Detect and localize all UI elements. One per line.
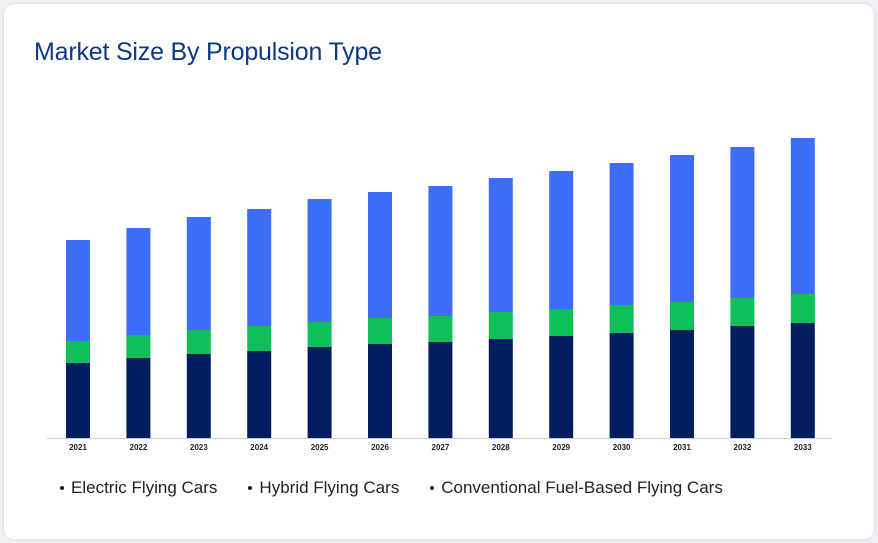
bar-2027-series-0	[428, 342, 453, 438]
bar-2032-series-1	[730, 298, 755, 326]
bars-group	[66, 138, 815, 438]
bar-2022-series-1	[126, 335, 151, 358]
x-tick-label: 2026	[371, 443, 389, 452]
bar-2028-series-0	[488, 339, 513, 438]
bar-2025-series-2	[307, 199, 332, 322]
bar-2021-series-0	[66, 363, 90, 438]
x-tick-label: 2028	[492, 443, 510, 452]
chart-title: Market Size By Propulsion Type	[34, 38, 382, 66]
bar-2025-series-1	[307, 322, 332, 347]
bar-2023-series-0	[186, 354, 211, 438]
x-tick-label: 2033	[794, 443, 812, 452]
bar-2023-series-2	[186, 217, 211, 330]
legend-item-2: Conventional Fuel-Based Flying Cars	[430, 478, 723, 498]
bar-2030-series-0	[609, 333, 634, 438]
bar-2032-series-0	[730, 326, 755, 438]
bar-2026-series-0	[368, 344, 392, 438]
bar-2033-series-0	[790, 323, 815, 438]
legend-label: Conventional Fuel-Based Flying Cars	[441, 478, 723, 497]
bar-2027-series-1	[428, 316, 453, 342]
x-tick-label: 2021	[69, 443, 87, 452]
bar-2022-series-0	[126, 358, 151, 438]
x-tick-label: 2023	[190, 443, 208, 452]
x-tick-label: 2025	[311, 443, 329, 452]
bar-2031-series-1	[670, 302, 694, 330]
legend-item-0: Electric Flying Cars	[60, 478, 217, 498]
bar-2027-series-2	[428, 186, 453, 316]
bar-2030-series-2	[609, 163, 634, 305]
bar-2024-series-0	[247, 351, 272, 438]
bar-2033-series-2	[790, 138, 815, 294]
x-tick-label: 2024	[250, 443, 268, 452]
x-tick-label: 2029	[552, 443, 570, 452]
bar-2028-series-1	[488, 312, 513, 339]
bar-2023-series-1	[186, 330, 211, 354]
bar-2026-series-1	[368, 318, 392, 344]
x-tick-label: 2027	[432, 443, 450, 452]
bar-2029-series-0	[549, 336, 574, 438]
x-tick-labels: 2021 2022 2023 2024 2025 2026 2027 2028 2029 2030…	[69, 443, 812, 452]
x-tick-label: 2031	[673, 443, 691, 452]
bar-2024-series-2	[247, 209, 272, 326]
bar-2021-series-1	[66, 341, 90, 363]
x-tick-label: 2030	[613, 443, 631, 452]
bar-2032-series-2	[730, 147, 755, 298]
legend: Electric Flying Cars Hybrid Flying Cars Co…	[60, 478, 754, 498]
bar-2029-series-1	[549, 309, 574, 336]
bar-2021-series-2	[66, 240, 90, 341]
bar-2029-series-2	[549, 171, 574, 309]
legend-label: Hybrid Flying Cars	[259, 478, 400, 497]
bar-2028-series-2	[488, 178, 513, 312]
legend-bullet-icon	[430, 486, 435, 490]
bar-2030-series-1	[609, 305, 634, 333]
x-tick-label: 2032	[734, 443, 752, 452]
bar-2024-series-1	[247, 326, 272, 351]
legend-item-1: Hybrid Flying Cars	[248, 478, 399, 498]
bar-2033-series-1	[790, 294, 815, 323]
bar-2031-series-0	[670, 330, 694, 438]
legend-label: Electric Flying Cars	[71, 478, 218, 497]
x-tick-label: 2022	[130, 443, 148, 452]
bar-2022-series-2	[126, 228, 151, 335]
bar-2026-series-2	[368, 192, 392, 318]
bar-2031-series-2	[670, 155, 694, 302]
legend-bullet-icon	[60, 486, 64, 490]
legend-bullet-icon	[248, 486, 253, 490]
bar-2025-series-0	[307, 347, 332, 438]
